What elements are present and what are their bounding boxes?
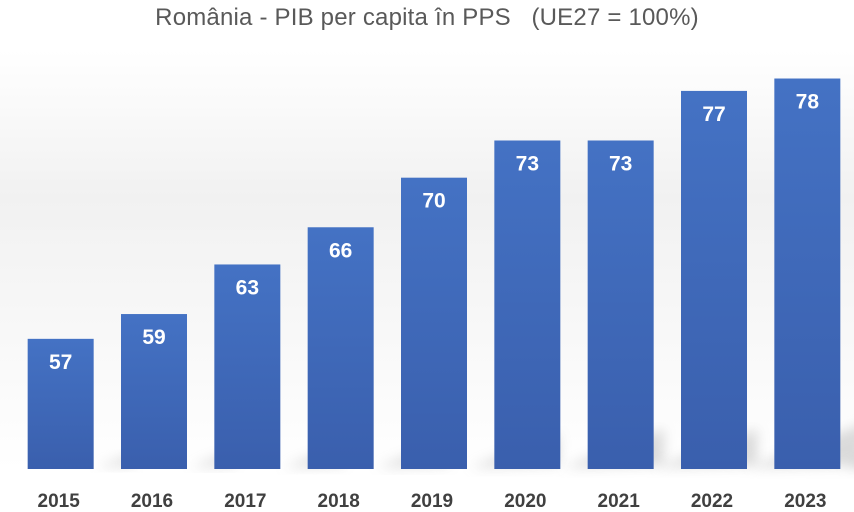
bar-value-label-2019: 70	[422, 190, 445, 213]
x-tick-label-2022: 2022	[691, 491, 733, 512]
x-tick-label-2015: 2015	[38, 491, 81, 512]
bar-2023	[774, 78, 841, 469]
bar-2015	[27, 338, 94, 469]
bar-value-label-2020: 73	[516, 152, 539, 175]
x-tick-label-2016: 2016	[131, 491, 173, 512]
bar-2020	[494, 140, 561, 469]
bar-2017	[214, 264, 281, 469]
bar-2016	[121, 314, 187, 469]
bar-2022	[681, 90, 747, 469]
x-tick-label-2018: 2018	[318, 491, 360, 512]
bar-2021	[587, 140, 654, 469]
bar-2018	[307, 227, 374, 469]
bars-group	[27, 78, 841, 470]
bar-value-label-2021: 73	[609, 152, 632, 175]
bar-value-label-2017: 63	[236, 276, 259, 299]
x-tick-label-2019: 2019	[411, 491, 453, 512]
x-tick-label-2023: 2023	[784, 491, 826, 512]
bar-value-label-2023: 78	[796, 91, 820, 114]
bar-value-label-2016: 59	[142, 326, 165, 349]
chart-title: România - PIB per capita în PPS (UE27 = …	[155, 4, 699, 31]
bar-value-label-2015: 57	[49, 351, 72, 374]
bar-value-label-2018: 66	[329, 239, 352, 262]
bar-2019	[401, 177, 467, 470]
bar-value-label-2022: 77	[702, 103, 725, 126]
x-tick-label-2020: 2020	[504, 491, 546, 512]
value-labels-group: 57 59 63 66 70 73 73 77 78	[49, 91, 819, 374]
bar-shadow-2023	[840, 463, 854, 469]
x-tick-label-2017: 2017	[224, 491, 266, 512]
x-tick-labels-group: 2015 2016 2017 2018 2019 2020 2021 2022 2023	[38, 491, 827, 512]
x-tick-label-2021: 2021	[598, 491, 641, 512]
